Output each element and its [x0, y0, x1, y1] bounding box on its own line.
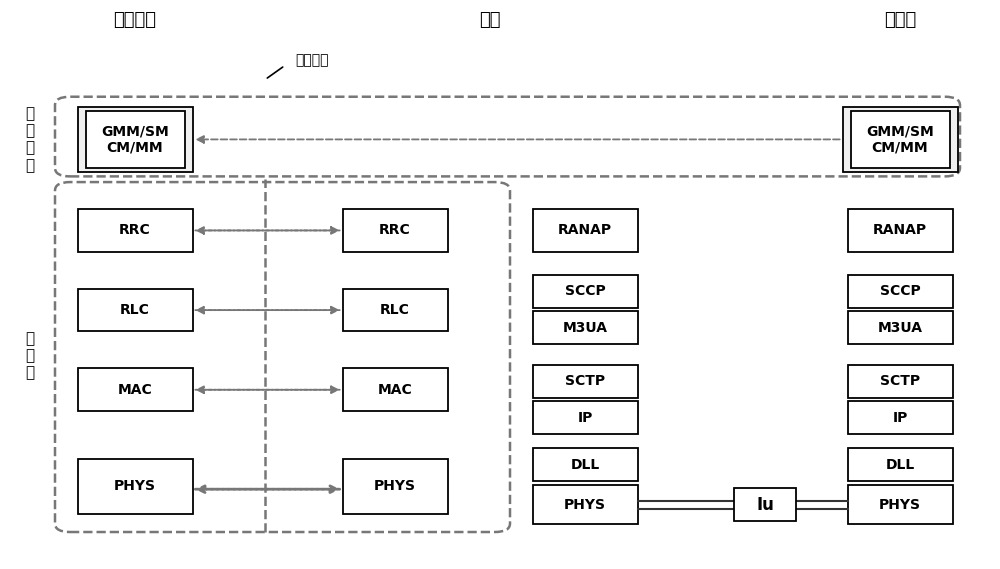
Bar [532, 448, 638, 481]
Bar [532, 275, 638, 308]
Bar [848, 275, 952, 308]
Bar [532, 311, 638, 344]
Bar [342, 369, 448, 411]
Text: RANAP: RANAP [873, 224, 927, 237]
Bar [848, 401, 952, 434]
Text: 核心网: 核心网 [884, 11, 916, 29]
Bar [842, 107, 958, 172]
Bar [532, 209, 638, 252]
Text: RLC: RLC [380, 303, 410, 317]
Text: DLL: DLL [570, 458, 600, 472]
Text: RRC: RRC [119, 224, 151, 237]
Bar [78, 369, 192, 411]
Text: RANAP: RANAP [558, 224, 612, 237]
Text: GMM/SM
CM/MM: GMM/SM CM/MM [866, 124, 934, 155]
Bar [78, 107, 192, 172]
Bar [78, 460, 192, 514]
Text: MAC: MAC [378, 383, 412, 397]
Text: PHYS: PHYS [114, 480, 156, 493]
Text: PHYS: PHYS [374, 480, 416, 493]
Text: PHYS: PHYS [564, 498, 606, 512]
Text: PHYS: PHYS [879, 498, 921, 512]
Bar [734, 488, 796, 521]
Text: RRC: RRC [379, 224, 411, 237]
Bar [848, 448, 952, 481]
Text: SCCP: SCCP [880, 284, 920, 298]
Text: RLC: RLC [120, 303, 150, 317]
Bar [848, 485, 952, 524]
Bar [78, 289, 192, 331]
Bar [532, 365, 638, 398]
Bar [850, 112, 950, 167]
Text: M3UA: M3UA [562, 321, 608, 335]
Bar [342, 289, 448, 331]
Text: DLL: DLL [885, 458, 915, 472]
Bar [342, 209, 448, 252]
Text: GMM/SM
CM/MM: GMM/SM CM/MM [101, 124, 169, 155]
Bar [848, 311, 952, 344]
Text: IP: IP [892, 411, 908, 424]
Text: SCTP: SCTP [565, 374, 605, 388]
Bar [78, 209, 192, 252]
Text: 非
接
入
层: 非 接 入 层 [25, 106, 35, 173]
Text: IP: IP [577, 411, 593, 424]
Text: SCCP: SCCP [565, 284, 605, 298]
Text: 基站: 基站 [479, 11, 501, 29]
Text: 移动终端: 移动终端 [114, 11, 156, 29]
Bar [86, 112, 184, 167]
Text: M3UA: M3UA [878, 321, 922, 335]
Bar [342, 460, 448, 514]
Text: MAC: MAC [118, 383, 152, 397]
Text: Iu: Iu [756, 496, 774, 514]
Bar [532, 401, 638, 434]
Text: 接
入
层: 接 入 层 [25, 331, 35, 381]
Text: 空中接口: 空中接口 [295, 53, 328, 67]
Bar [532, 485, 638, 524]
Bar [848, 209, 952, 252]
Text: SCTP: SCTP [880, 374, 920, 388]
Bar [848, 365, 952, 398]
